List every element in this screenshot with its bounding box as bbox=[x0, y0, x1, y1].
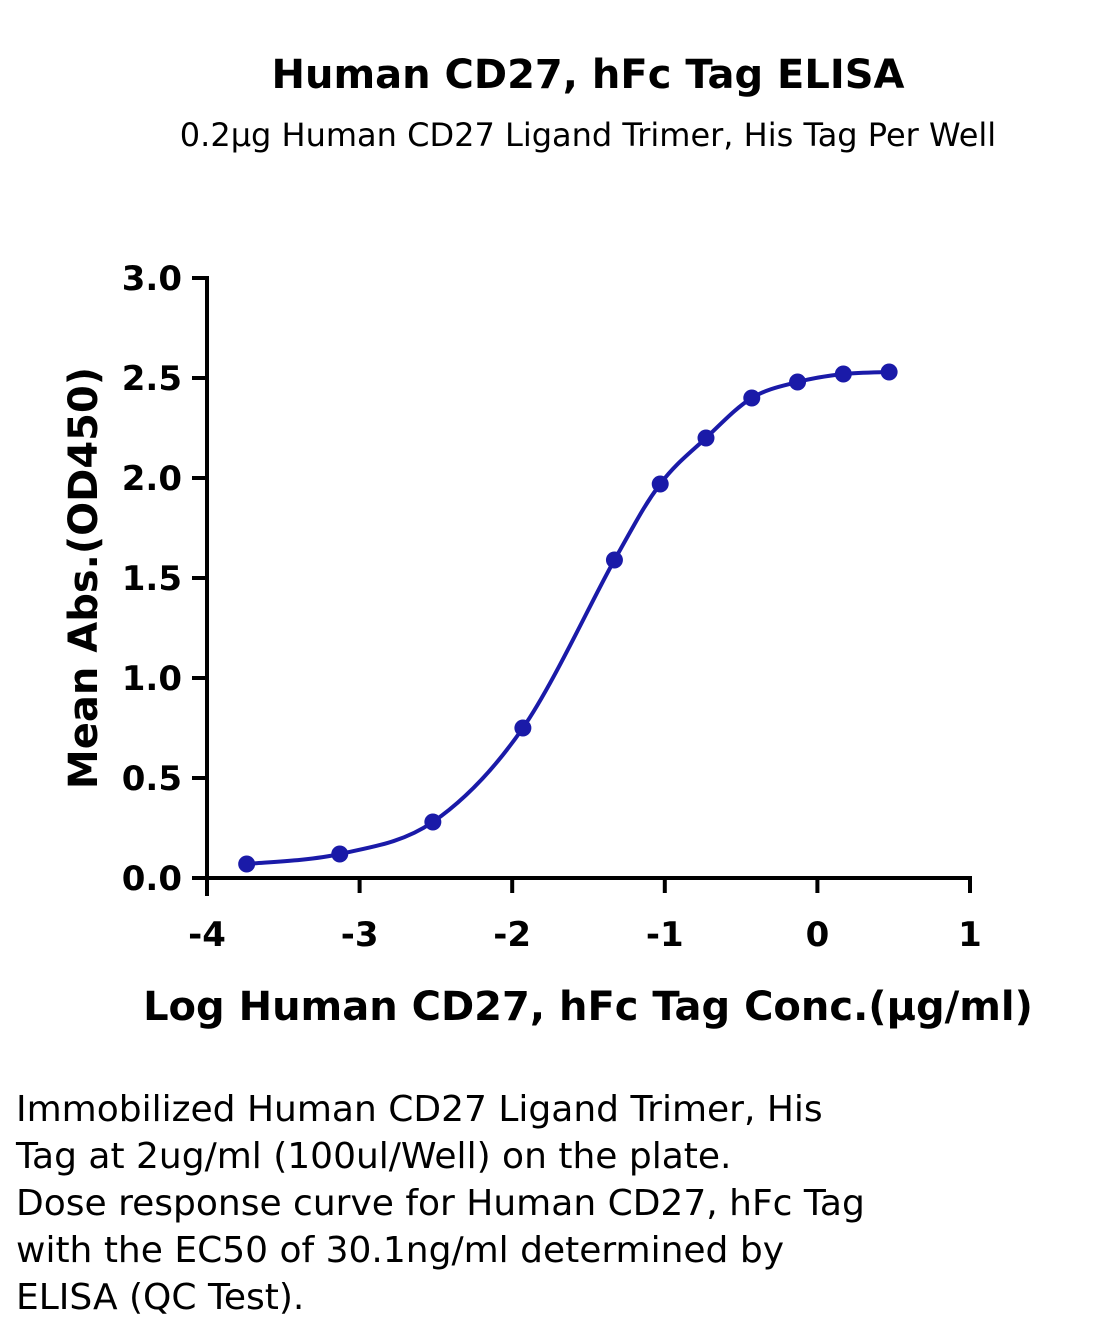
data-point bbox=[238, 855, 256, 873]
data-point bbox=[789, 373, 807, 391]
chart-subtitle: 0.2μg Human CD27 Ligand Trimer, His Tag … bbox=[179, 116, 997, 154]
series-layer bbox=[238, 363, 898, 873]
y-tick-label: 0.5 bbox=[122, 759, 182, 799]
caption-line: Dose response curve for Human CD27, hFc … bbox=[16, 1183, 865, 1224]
caption-line: Immobilized Human CD27 Ligand Trimer, Hi… bbox=[16, 1089, 823, 1130]
y-axis: 0.0 0.5 1.0 1.5 2.0 2.5 3.0 bbox=[122, 259, 209, 899]
caption-line: ELISA (QC Test). bbox=[16, 1277, 305, 1318]
y-tick-label: 3.0 bbox=[122, 259, 182, 299]
x-tick-label: 1 bbox=[958, 915, 982, 955]
x-tick-label: 0 bbox=[806, 915, 830, 955]
data-point bbox=[331, 845, 349, 863]
y-axis-label: Mean Abs.(OD450) bbox=[61, 367, 107, 789]
chart-title: Human CD27, hFc Tag ELISA bbox=[271, 52, 905, 98]
data-point bbox=[651, 475, 669, 493]
caption-line: Tag at 2ug/ml (100ul/Well) on the plate. bbox=[16, 1136, 732, 1177]
figure-caption: Immobilized Human CD27 Ligand Trimer, Hi… bbox=[16, 1086, 1076, 1321]
x-axis: -4 -3 -2 -1 0 1 bbox=[188, 876, 982, 955]
caption-line: with the EC50 of 30.1ng/ml determined by bbox=[16, 1230, 785, 1271]
data-point bbox=[514, 719, 532, 737]
x-tick-label: -4 bbox=[188, 915, 226, 955]
data-point bbox=[697, 429, 715, 447]
x-tick-label: -1 bbox=[646, 915, 684, 955]
y-tick-label: 0.0 bbox=[122, 859, 182, 899]
y-tick-label: 2.0 bbox=[122, 459, 182, 499]
data-point bbox=[424, 813, 442, 831]
data-point bbox=[880, 363, 898, 381]
y-tick-label: 1.5 bbox=[122, 559, 182, 599]
data-point bbox=[834, 365, 852, 383]
data-point bbox=[743, 389, 761, 407]
series-curve bbox=[246, 370, 890, 866]
elisa-chart: -4 -3 -2 -1 0 1 0.0 0.5 1.0 1.5 2.0 2.5 3.0 Log Hum… bbox=[61, 259, 1033, 1030]
y-tick-label: 2.5 bbox=[122, 359, 182, 399]
x-tick-label: -2 bbox=[493, 915, 531, 955]
x-axis-label: Log Human CD27, hFc Tag Conc.(μg/ml) bbox=[143, 984, 1033, 1030]
y-tick-label: 1.0 bbox=[122, 659, 182, 699]
data-point bbox=[605, 551, 623, 569]
x-tick-label: -3 bbox=[341, 915, 379, 955]
